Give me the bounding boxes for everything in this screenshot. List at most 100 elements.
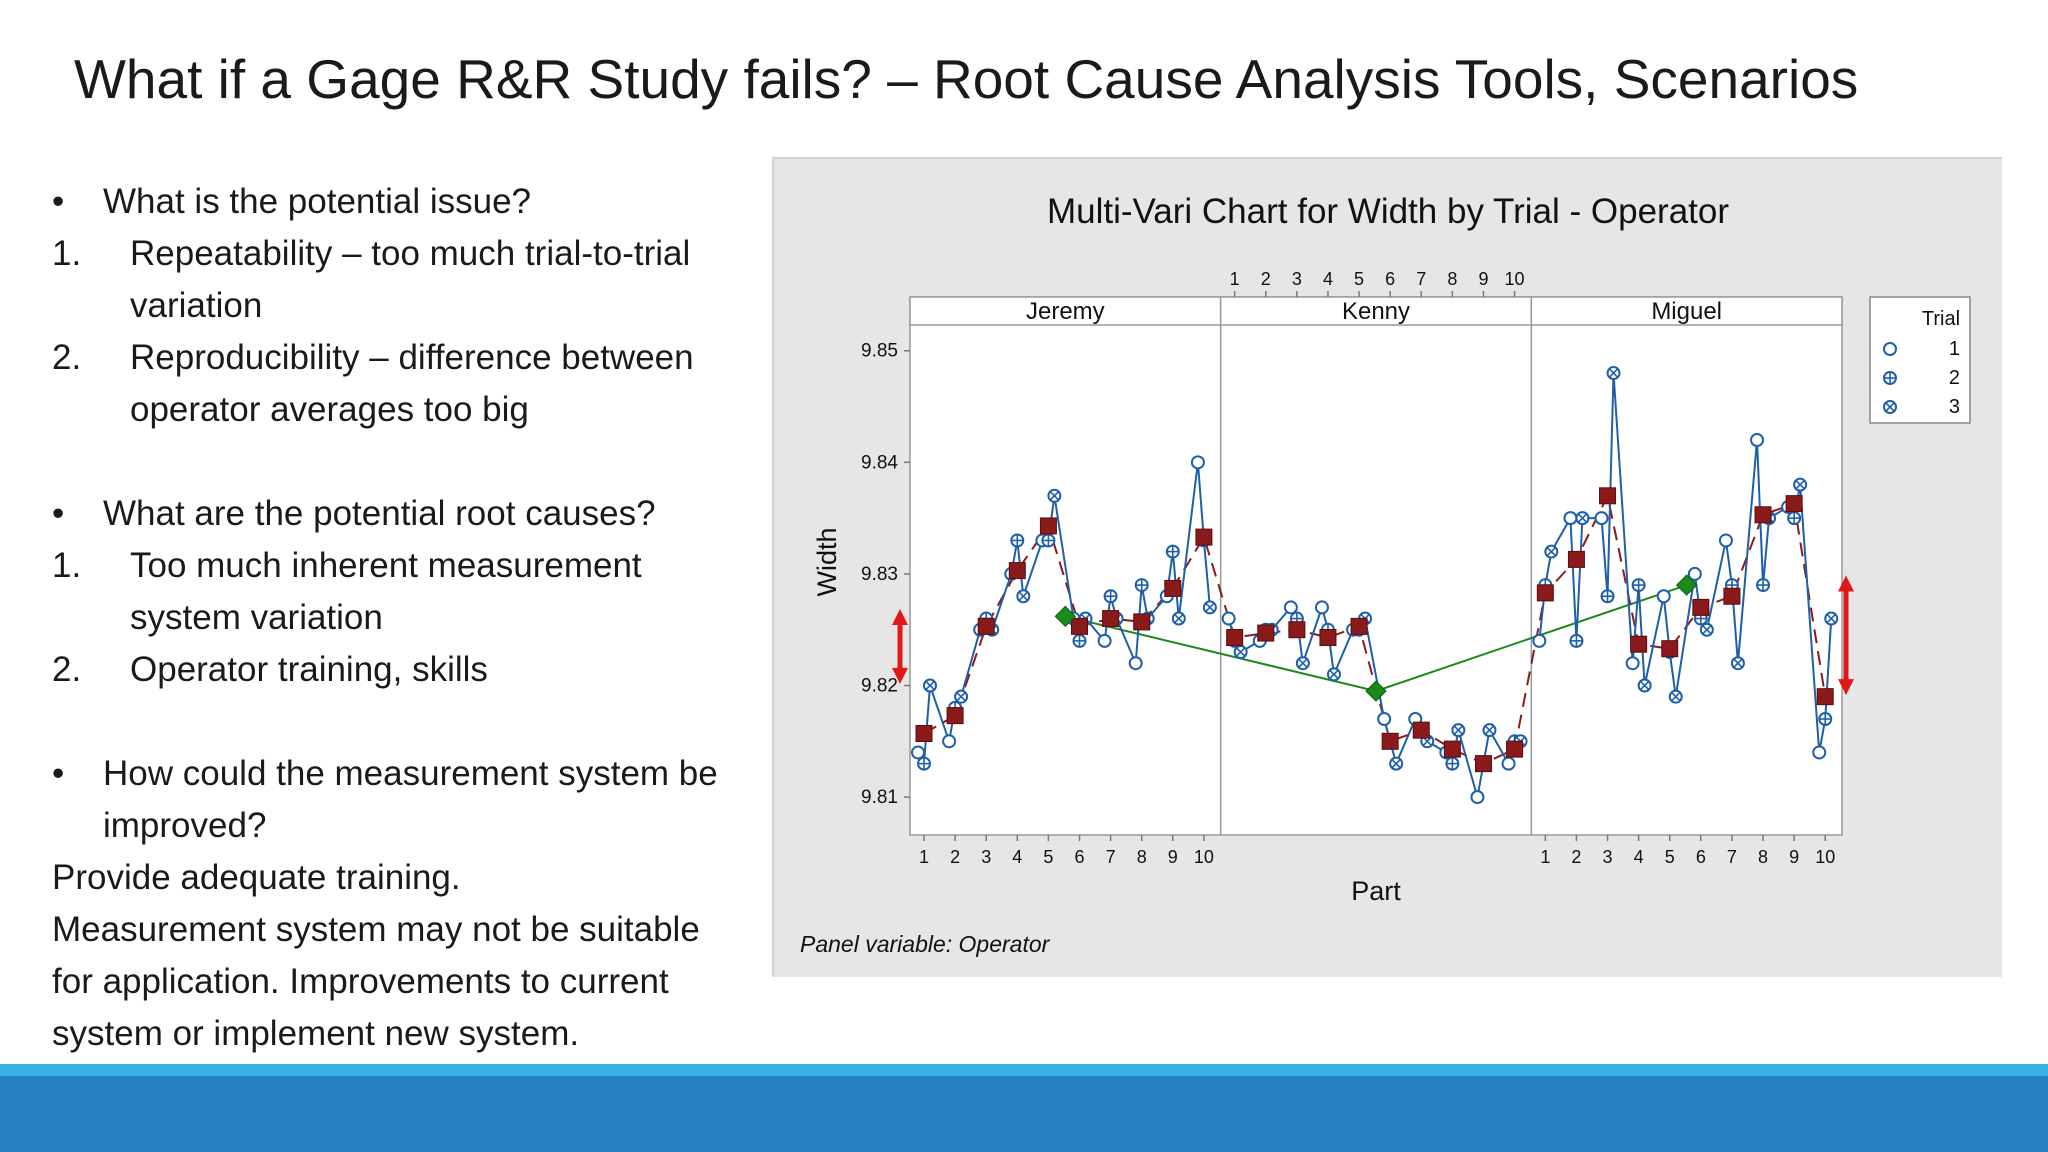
trial-point-t1 [1190, 455, 1205, 470]
multi-vari-chart: Multi-Vari Chart for Width by Trial - Op… [800, 192, 1971, 957]
part-mean-point [1474, 755, 1492, 773]
y-tick-label: 9.83 [861, 564, 898, 585]
spacer [52, 436, 772, 488]
trial-point-t1 [1532, 633, 1547, 648]
part-mean-point [1039, 517, 1057, 535]
trial-point-t2 [1445, 756, 1460, 771]
trial-point-t3 [1637, 678, 1652, 693]
footer-accent-strip [0, 1064, 2048, 1076]
part-mean-point [1723, 587, 1741, 605]
arrow-head-up [892, 608, 908, 625]
item-text: Reproducibility – difference between [130, 338, 694, 377]
part-mean-point [1071, 617, 1088, 635]
chart-title: Multi-Vari Chart for Width by Trial - Op… [1047, 192, 1729, 231]
trial-point-t3 [1295, 656, 1310, 671]
part-mean-point [1692, 598, 1710, 616]
x-tick-label: 2 [1571, 847, 1581, 867]
bullet-mark: • [52, 182, 65, 221]
x-tick-label: 4 [1012, 847, 1022, 867]
trial-point-t3 [954, 689, 969, 704]
trial-point-t2 [1165, 544, 1180, 559]
x-tick-label: 9 [1478, 269, 1488, 289]
trial-marker-circle [1501, 756, 1516, 771]
trial-point-t2 [917, 756, 931, 771]
trial-point-t2 [1818, 711, 1833, 726]
part-mean-point [1536, 584, 1554, 602]
bullet-text: How could the measurement system be [103, 754, 718, 793]
bullet-text: What is the potential issue? [103, 182, 532, 221]
trial-point-t3 [1171, 611, 1186, 626]
panel-header-label-jeremy: Jeremy [1026, 298, 1105, 325]
trial-marker-circle [1718, 533, 1733, 548]
x-tick-label: 3 [981, 847, 991, 867]
spacer [52, 696, 772, 748]
x-tick-label: 2 [1261, 269, 1271, 289]
trial-point-t3 [1606, 366, 1621, 381]
part-mean-point [1102, 610, 1120, 628]
trial-point-t1 [1594, 511, 1609, 526]
variation-double-arrow [1838, 575, 1854, 696]
marker-x-b [1422, 736, 1433, 747]
trial-point-t3 [1824, 611, 1839, 626]
y-tick-label: 9.84 [861, 452, 898, 473]
part-mean-point [946, 707, 964, 725]
trial-marker-circle [1097, 633, 1112, 648]
marker-x-b [1639, 680, 1650, 691]
marker-x-b [1174, 613, 1184, 624]
trial-point-t3 [1668, 689, 1683, 704]
x-tick-label: 8 [1447, 269, 1457, 289]
trial-marker-circle [1190, 455, 1205, 470]
x-tick-label: 7 [1727, 847, 1737, 867]
panel-variable-note: Panel variable: Operator [800, 931, 1051, 957]
cause-item-1: 1. Too much inherent measurement [52, 540, 772, 592]
trial-point-t1 [1750, 433, 1765, 448]
part-mean-point [1195, 528, 1213, 546]
trial-marker-circle [1470, 790, 1485, 805]
bullet-mark: • [52, 494, 65, 533]
marker-x-b [925, 680, 935, 691]
bullet-list: • What is the potential issue? 1. Repeat… [52, 176, 772, 1060]
trial-point-t3 [1544, 544, 1559, 559]
issue-item-2: 2. Reproducibility – difference between [52, 332, 772, 384]
trial-point-t3 [1326, 667, 1341, 682]
chart-legend: Trial 1 2 3 [1869, 296, 1971, 424]
x-tick-label: 6 [1385, 269, 1395, 289]
x-tick-label: 10 [1505, 269, 1525, 289]
x-tick-label: 4 [1323, 269, 1333, 289]
trial-point-t3 [923, 678, 937, 693]
marker-x-b [1018, 591, 1029, 602]
x-tick-label: 5 [1043, 847, 1053, 867]
variation-double-arrow [892, 608, 908, 684]
chart-plot-layer: Jeremy Kenny Miguel 9.81 9.82 9.83 9.84 9.85 1 2 3… [861, 269, 1971, 867]
x-tick-label: 6 [1696, 847, 1706, 867]
trial-point-t1 [1283, 600, 1298, 615]
x-tick-label: 1 [919, 847, 929, 867]
part-mean-point [1257, 624, 1275, 642]
trial-marker-circle [1128, 656, 1143, 671]
trial-point-t1 [1470, 790, 1485, 805]
trial-point-t1 [1501, 756, 1516, 771]
y-tick-label: 9.82 [861, 676, 898, 697]
trial-point-t1 [1563, 511, 1578, 526]
trial-point-t2 [1787, 511, 1802, 526]
trial-point-t2 [1134, 578, 1149, 593]
x-tick-label: 9 [1168, 847, 1178, 867]
item-number: 2. [52, 650, 82, 689]
marker-x-b [1702, 624, 1712, 635]
marker-x-b [1329, 669, 1339, 680]
y-tick-label: 9.81 [861, 787, 898, 808]
legend-entry-label: 2 [1949, 367, 1960, 389]
x-tick-label: 9 [1789, 847, 1799, 867]
x-tick-label: 10 [1194, 847, 1214, 867]
trial-marker-circle [1532, 633, 1547, 648]
trial-point-t1 [942, 734, 957, 749]
panel-header-label-kenny: Kenny [1342, 298, 1410, 325]
marker-x-b [956, 691, 966, 702]
part-mean-point [1599, 487, 1617, 505]
trial-point-t3 [1451, 723, 1466, 738]
issue-item-2-cont: operator averages too big [130, 390, 529, 429]
part-mean-point [1133, 613, 1151, 631]
marker-x-b [1608, 368, 1619, 378]
trial-point-t1 [1377, 711, 1392, 726]
trial-point-t3 [1389, 756, 1404, 771]
